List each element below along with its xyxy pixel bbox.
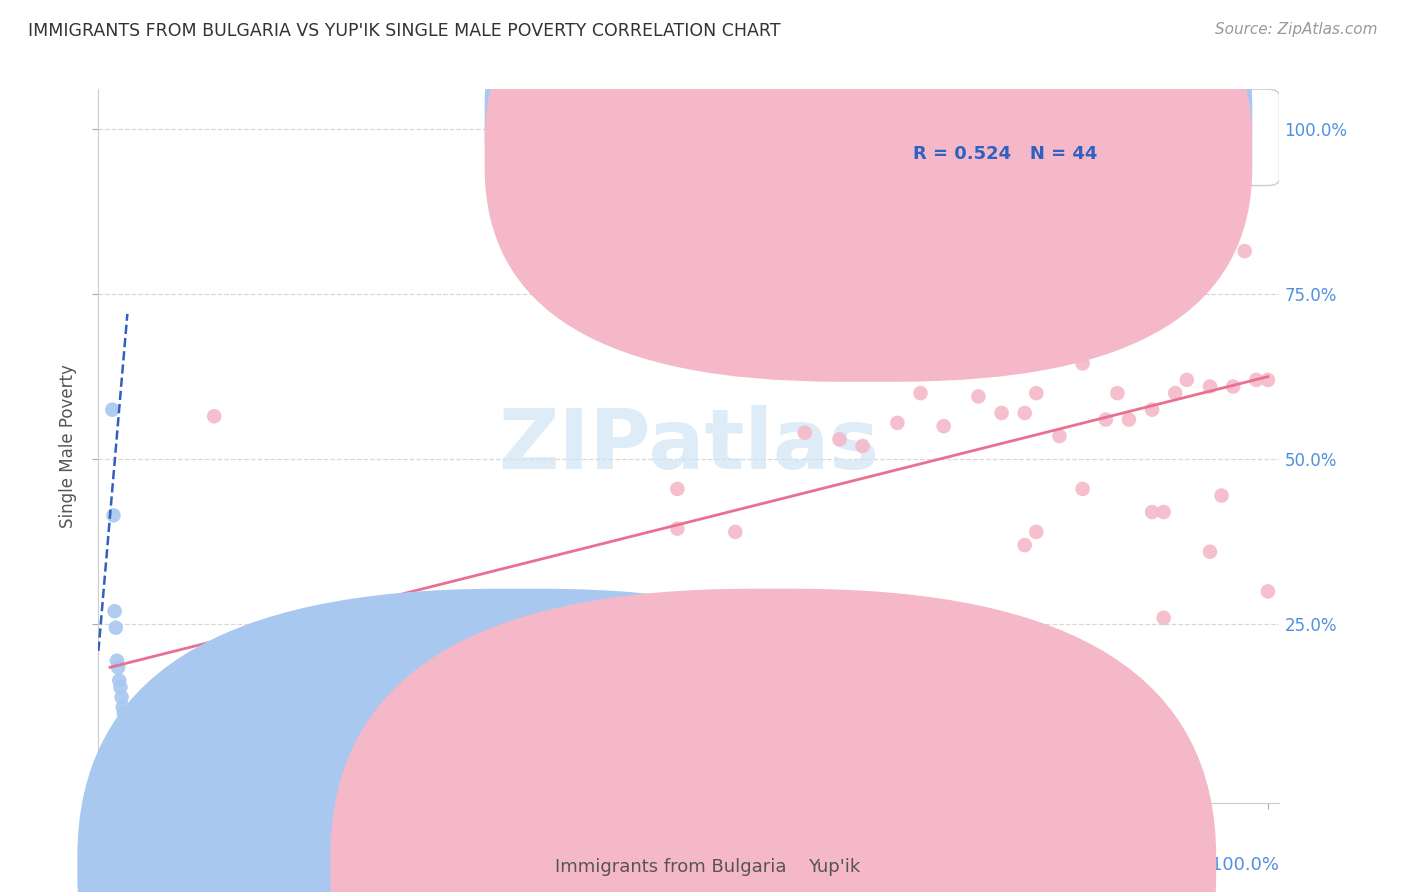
Text: 0.0%: 0.0% xyxy=(98,856,143,874)
Text: Source: ZipAtlas.com: Source: ZipAtlas.com xyxy=(1215,22,1378,37)
Point xyxy=(1211,489,1233,503)
Point xyxy=(1014,406,1036,420)
Point xyxy=(793,425,815,440)
Point xyxy=(104,621,127,635)
Point xyxy=(1233,121,1256,136)
Point xyxy=(967,389,990,403)
Point xyxy=(1025,524,1047,539)
Point xyxy=(1118,412,1140,426)
FancyBboxPatch shape xyxy=(485,0,1253,382)
Point xyxy=(105,654,128,668)
Point xyxy=(108,673,131,688)
Point xyxy=(202,409,225,424)
Point xyxy=(932,419,955,434)
Point xyxy=(388,604,411,618)
Point xyxy=(990,406,1012,420)
Point xyxy=(103,508,125,523)
Point xyxy=(1164,386,1187,401)
Point xyxy=(110,680,132,694)
Point xyxy=(1233,244,1256,258)
Text: R = 0.601   N = 13: R = 0.601 N = 13 xyxy=(914,110,1098,128)
Point xyxy=(1257,373,1279,387)
Point xyxy=(910,386,932,401)
Point xyxy=(145,782,167,797)
Point xyxy=(1153,611,1175,625)
FancyBboxPatch shape xyxy=(813,89,1279,186)
Text: Yup'ik: Yup'ik xyxy=(808,858,860,876)
Text: R = 0.524   N = 44: R = 0.524 N = 44 xyxy=(914,145,1098,163)
Point xyxy=(115,733,138,747)
Point xyxy=(852,439,875,453)
Text: IMMIGRANTS FROM BULGARIA VS YUP'IK SINGLE MALE POVERTY CORRELATION CHART: IMMIGRANTS FROM BULGARIA VS YUP'IK SINGL… xyxy=(28,22,780,40)
Point xyxy=(110,690,132,704)
Point xyxy=(1140,505,1163,519)
Point xyxy=(1107,386,1129,401)
Point xyxy=(1014,538,1036,552)
Text: ZIPatlas: ZIPatlas xyxy=(499,406,879,486)
Point xyxy=(1257,584,1279,599)
Point xyxy=(666,522,689,536)
Y-axis label: Single Male Poverty: Single Male Poverty xyxy=(59,364,77,528)
Point xyxy=(1199,545,1222,559)
Point xyxy=(1140,402,1163,417)
Point xyxy=(956,617,979,632)
Point xyxy=(527,604,550,618)
Text: Immigrants from Bulgaria: Immigrants from Bulgaria xyxy=(555,858,787,876)
Point xyxy=(828,433,851,447)
Point xyxy=(1094,412,1116,426)
Point xyxy=(1222,379,1244,393)
Point xyxy=(1199,379,1222,393)
Point xyxy=(724,524,747,539)
Point xyxy=(1049,429,1071,443)
Point xyxy=(1246,373,1268,387)
Point xyxy=(111,700,134,714)
Point xyxy=(112,706,135,721)
Point xyxy=(1211,121,1233,136)
Point xyxy=(1071,482,1094,496)
Point xyxy=(1153,505,1175,519)
Point xyxy=(114,716,136,731)
Text: 100.0%: 100.0% xyxy=(1212,856,1279,874)
Point xyxy=(107,660,129,674)
Point xyxy=(101,402,124,417)
FancyBboxPatch shape xyxy=(485,0,1253,346)
Point xyxy=(104,604,127,618)
Point xyxy=(666,482,689,496)
Point xyxy=(1025,386,1047,401)
Point xyxy=(1222,121,1244,136)
Point xyxy=(1071,356,1094,370)
Point xyxy=(828,621,851,635)
Point xyxy=(886,416,908,430)
Point xyxy=(1175,373,1198,387)
